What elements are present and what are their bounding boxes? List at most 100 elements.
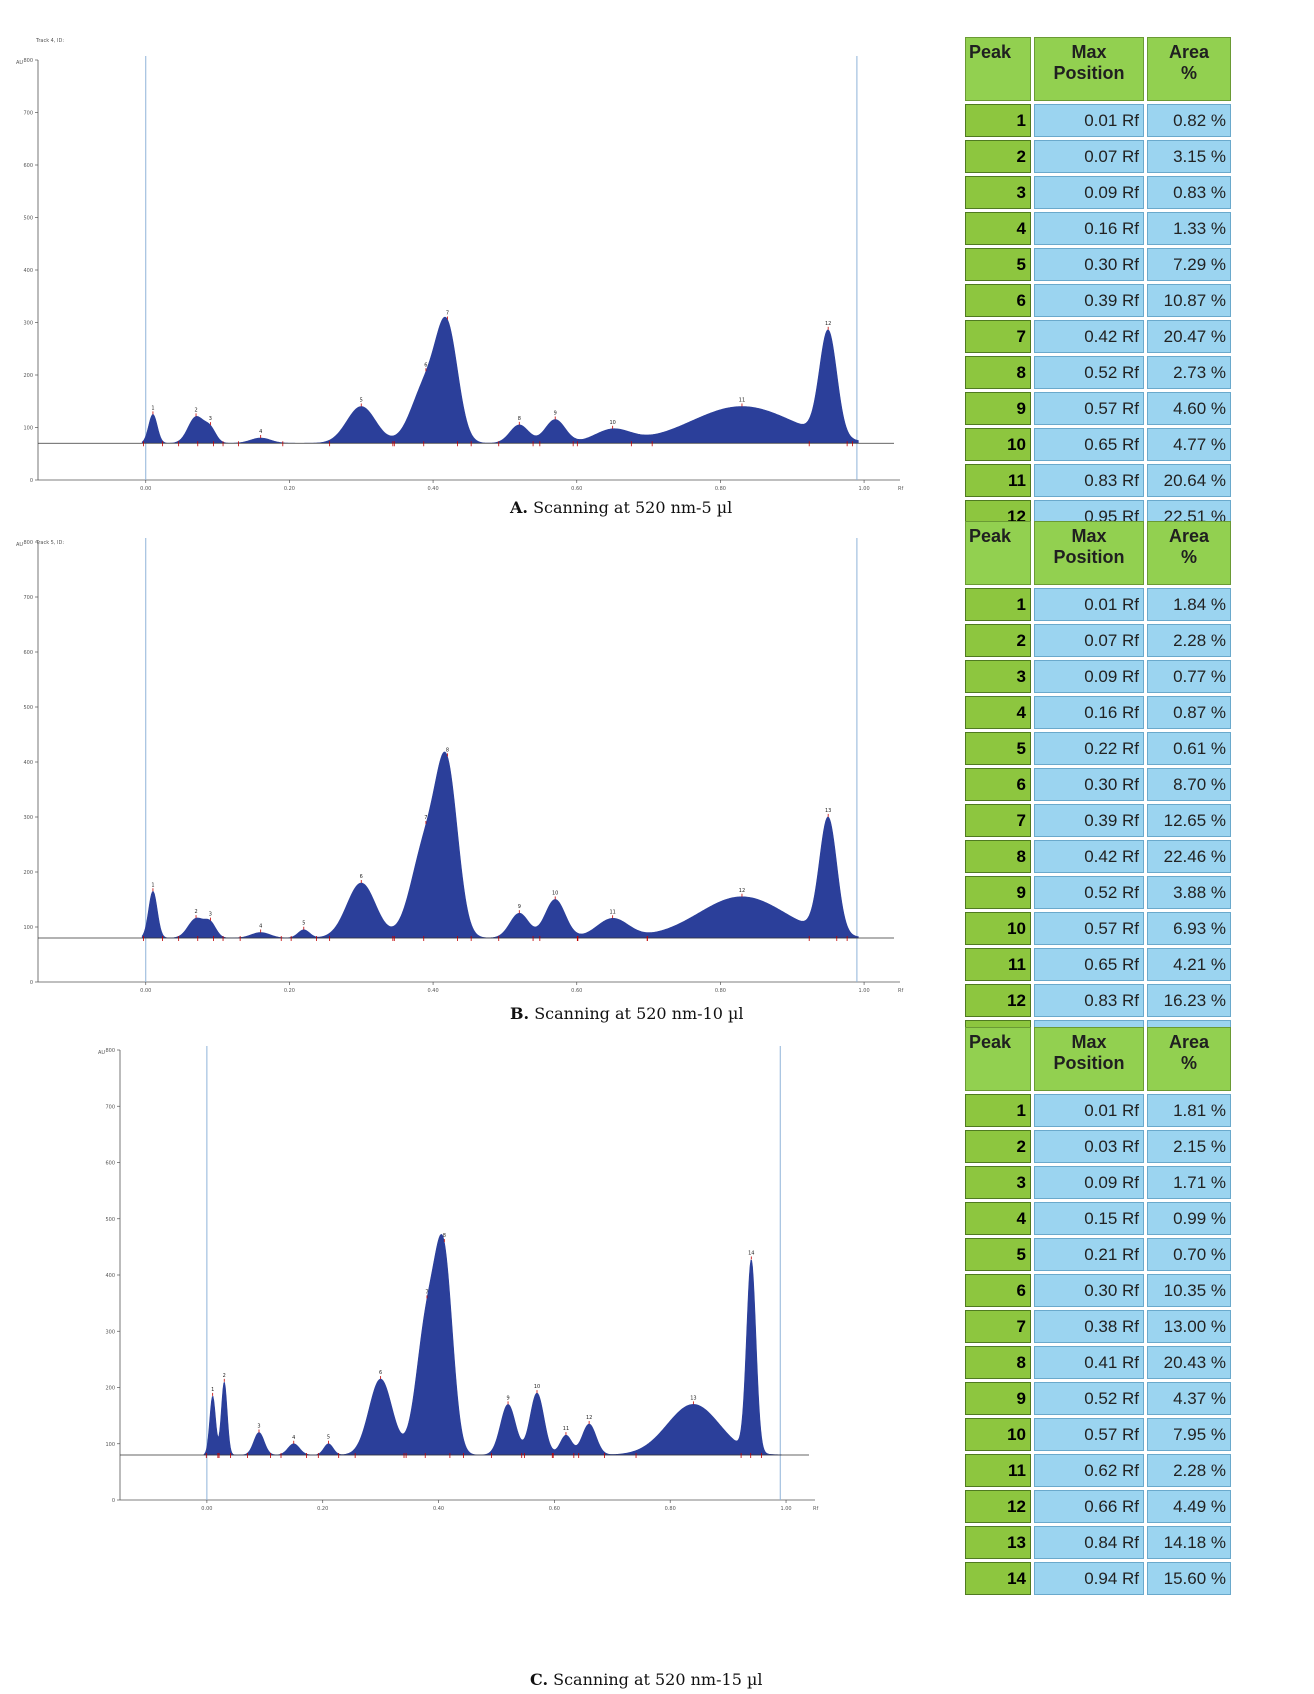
max-position-cell: 0.15 Rf (1034, 1202, 1144, 1235)
caption-c: C. Scanning at 520 nm-15 µl (530, 1670, 762, 1689)
header-max-position: Max Position (1034, 1027, 1144, 1091)
y-tick-label: 0 (112, 1498, 115, 1504)
peak-number-cell: 9 (965, 1382, 1031, 1415)
max-position-cell: 0.38 Rf (1034, 1310, 1144, 1343)
y-unit-label: AU (16, 60, 23, 66)
peak-table-a: Peak Max Position Area% 1 0.01 Rf 0.82 % 2 0.07 … (962, 34, 1234, 536)
header-peak: Peak (965, 1027, 1031, 1091)
y-tick-label: 600 (105, 1161, 115, 1167)
caption-a-letter: A. (510, 498, 528, 517)
table-row: 8 0.42 Rf 22.46 % (965, 840, 1231, 873)
peak-number-cell: 7 (965, 804, 1031, 837)
peak-number-cell: 8 (965, 356, 1031, 389)
table-row: 4 0.16 Rf 1.33 % (965, 212, 1231, 245)
y-unit-label: AU (16, 542, 23, 548)
area-percent-cell: 4.60 % (1147, 392, 1231, 425)
x-tick-label: 0.60 (571, 988, 582, 994)
header-area: Area% (1147, 37, 1231, 101)
x-tick-label: 1.00 (859, 988, 870, 994)
max-position-cell: 0.09 Rf (1034, 176, 1144, 209)
densitogram-b: Track 5, ID: AU 0 100 200 300 400 500 600 700 800 0… (0, 520, 910, 1060)
area-percent-cell: 4.37 % (1147, 1382, 1231, 1415)
max-position-cell: 0.42 Rf (1034, 320, 1144, 353)
peak-label: 3 (209, 416, 212, 422)
max-position-cell: 0.16 Rf (1034, 696, 1144, 729)
peak-number-cell: 1 (965, 104, 1031, 137)
signal-area (142, 317, 858, 443)
max-position-cell: 0.07 Rf (1034, 624, 1144, 657)
x-tick-label: 0.00 (140, 988, 151, 994)
max-position-cell: 0.62 Rf (1034, 1454, 1144, 1487)
max-position-cell: 0.30 Rf (1034, 768, 1144, 801)
area-percent-cell: 7.95 % (1147, 1418, 1231, 1451)
table-row: 8 0.52 Rf 2.73 % (965, 356, 1231, 389)
table-row: 3 0.09 Rf 1.71 % (965, 1166, 1231, 1199)
area-percent-cell: 4.49 % (1147, 1490, 1231, 1523)
area-percent-cell: 1.71 % (1147, 1166, 1231, 1199)
peak-number-cell: 5 (965, 732, 1031, 765)
header-peak: Peak (965, 521, 1031, 585)
table-row: 10 0.65 Rf 4.77 % (965, 428, 1231, 461)
max-position-cell: 0.39 Rf (1034, 284, 1144, 317)
area-percent-cell: 20.64 % (1147, 464, 1231, 497)
track-label: Track 4, ID: (35, 38, 64, 44)
peak-label: 3 (209, 912, 212, 918)
peak-label: 8 (446, 747, 449, 753)
x-tick-label: 0.80 (715, 486, 726, 492)
peak-number-cell: 11 (965, 464, 1031, 497)
peak-label: 5 (327, 1435, 330, 1441)
x-tick-label: 0.40 (433, 1506, 444, 1512)
max-position-cell: 0.52 Rf (1034, 356, 1144, 389)
y-tick-label: 800 (23, 58, 33, 64)
y-tick-label: 500 (23, 705, 33, 711)
peak-label: 8 (518, 416, 521, 422)
y-tick-label: 100 (23, 925, 33, 931)
peak-number-cell: 12 (965, 1490, 1031, 1523)
table-row: 1 0.01 Rf 0.82 % (965, 104, 1231, 137)
max-position-cell: 0.42 Rf (1034, 840, 1144, 873)
area-percent-cell: 2.28 % (1147, 1454, 1231, 1487)
peak-label: 5 (360, 397, 363, 403)
peak-number-cell: 10 (965, 1418, 1031, 1451)
densitogram-c: Track 6, ID:AU01002003004005006007008000… (0, 1030, 910, 1590)
peak-label: 7 (446, 311, 449, 317)
peak-number-cell: 12 (965, 984, 1031, 1017)
header-peak: Peak (965, 37, 1031, 101)
area-percent-cell: 1.84 % (1147, 588, 1231, 621)
peak-label: 4 (259, 429, 262, 435)
peak-number-cell: 2 (965, 1130, 1031, 1163)
area-percent-cell: 3.88 % (1147, 876, 1231, 909)
y-tick-label: 100 (23, 426, 33, 432)
max-position-cell: 0.84 Rf (1034, 1526, 1144, 1559)
x-tick-label: 0.20 (284, 988, 295, 994)
peak-number-cell: 3 (965, 176, 1031, 209)
y-unit-label: AU (98, 1050, 105, 1056)
max-position-cell: 0.57 Rf (1034, 912, 1144, 945)
peak-label: 11 (739, 398, 745, 404)
peak-label: 1 (211, 1387, 214, 1393)
caption-a: A. Scanning at 520 nm-5 µl (510, 498, 732, 517)
peak-label: 1 (151, 405, 154, 411)
peak-label: 8 (443, 1233, 446, 1239)
table-row: 7 0.38 Rf 13.00 % (965, 1310, 1231, 1343)
peak-number-cell: 7 (965, 1310, 1031, 1343)
caption-b-letter: B. (510, 1004, 529, 1023)
y-tick-label: 0 (30, 478, 33, 484)
peak-label: 14 (748, 1250, 754, 1256)
table-row: 3 0.09 Rf 0.83 % (965, 176, 1231, 209)
peak-number-cell: 3 (965, 1166, 1031, 1199)
table-row: 12 0.83 Rf 16.23 % (965, 984, 1231, 1017)
area-percent-cell: 4.77 % (1147, 428, 1231, 461)
x-unit-label: Rf (813, 1506, 818, 1512)
track-label: Track 5, ID: (35, 540, 64, 546)
max-position-cell: 0.01 Rf (1034, 588, 1144, 621)
peak-label: 6 (379, 1370, 382, 1376)
x-tick-label: 0.40 (428, 988, 439, 994)
y-tick-label: 800 (23, 540, 33, 546)
table-row: 6 0.30 Rf 8.70 % (965, 768, 1231, 801)
peak-label: 10 (534, 1384, 540, 1390)
x-tick-label: 0.60 (571, 486, 582, 492)
y-tick-label: 300 (23, 815, 33, 821)
table-row: 2 0.07 Rf 2.28 % (965, 624, 1231, 657)
y-tick-label: 500 (105, 1217, 115, 1223)
